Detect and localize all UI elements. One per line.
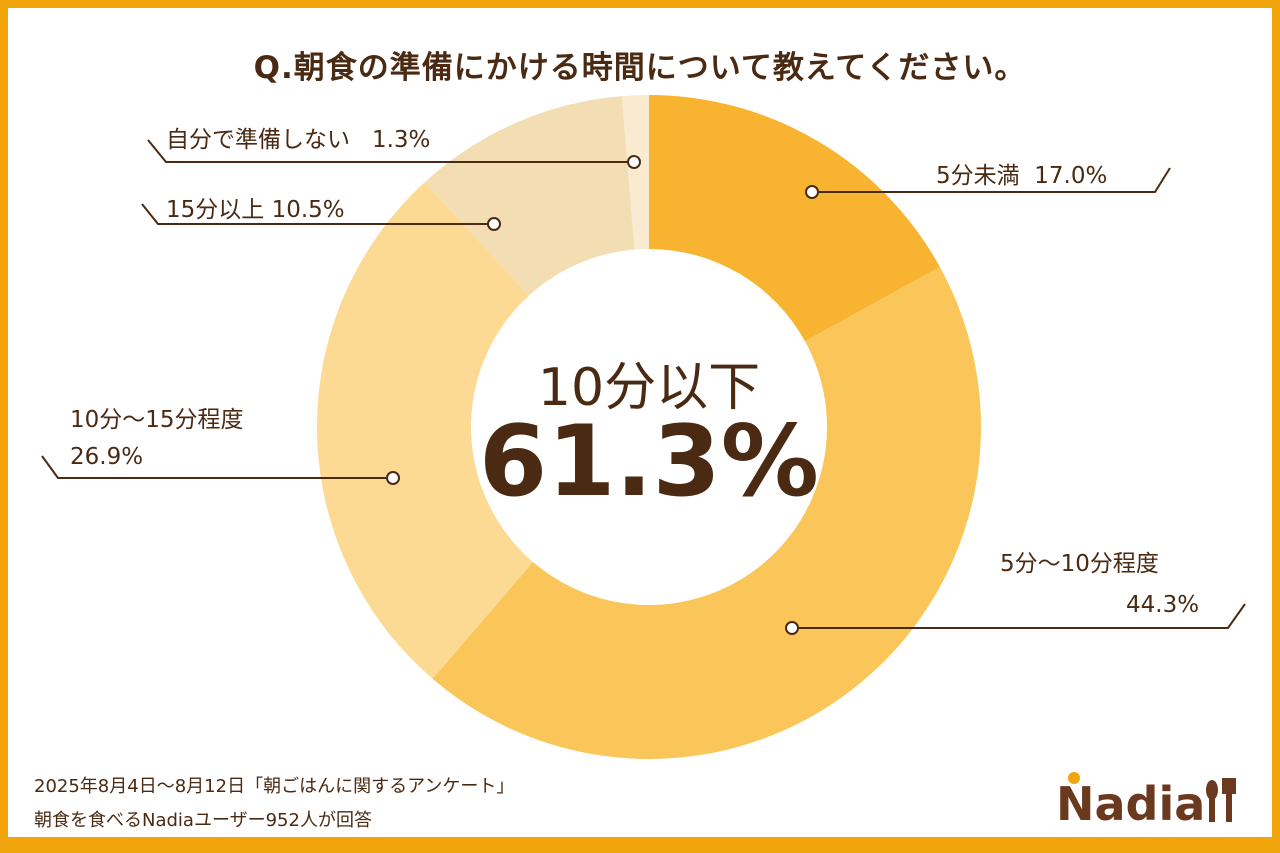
label-no-prep: 自分で準備しない 1.3% [166, 127, 431, 153]
leader-dot-4 [627, 155, 641, 169]
leader-dot-2 [386, 471, 400, 485]
donut-slice-1 [432, 267, 982, 760]
leader-line-3 [141, 203, 494, 225]
label-under-5min: 5分未満 17.0% [936, 163, 1108, 189]
label-10-15min: 10分〜15分程度 [70, 407, 244, 433]
center-label: 10分以下 [537, 358, 761, 418]
center-value: 61.3% [479, 405, 819, 519]
leader-line-4 [147, 139, 634, 163]
leader-line-2 [41, 455, 393, 479]
svg-text:Nadia: Nadia [1056, 777, 1205, 830]
donut-slice-4 [621, 95, 649, 250]
leader-lines [41, 139, 1246, 629]
leader-dot-1 [785, 621, 799, 635]
value-10-15min: 26.9% [70, 444, 144, 470]
footnote-period: 2025年8月4日〜8月12日「朝ごはんに関するアンケート」 [34, 776, 515, 797]
value-5-10min: 44.3% [1126, 592, 1200, 618]
donut-slice-3 [424, 96, 635, 296]
leader-line-0 [812, 167, 1171, 193]
chart-title: Q.朝食の準備にかける時間について教えてください。 [253, 50, 1027, 86]
nadia-logo: Nadia [1056, 772, 1236, 830]
label-over-15min: 15分以上 10.5% [166, 197, 345, 223]
label-5-10min: 5分〜10分程度 [1000, 551, 1159, 577]
leader-dot-0 [805, 185, 819, 199]
donut-slice-0 [649, 95, 940, 342]
leader-dot-3 [487, 217, 501, 231]
donut-slice-2 [316, 182, 533, 679]
footnote-respondents: 朝食を食べるNadiaユーザー952人が回答 [34, 810, 372, 831]
leader-line-1 [792, 603, 1246, 629]
